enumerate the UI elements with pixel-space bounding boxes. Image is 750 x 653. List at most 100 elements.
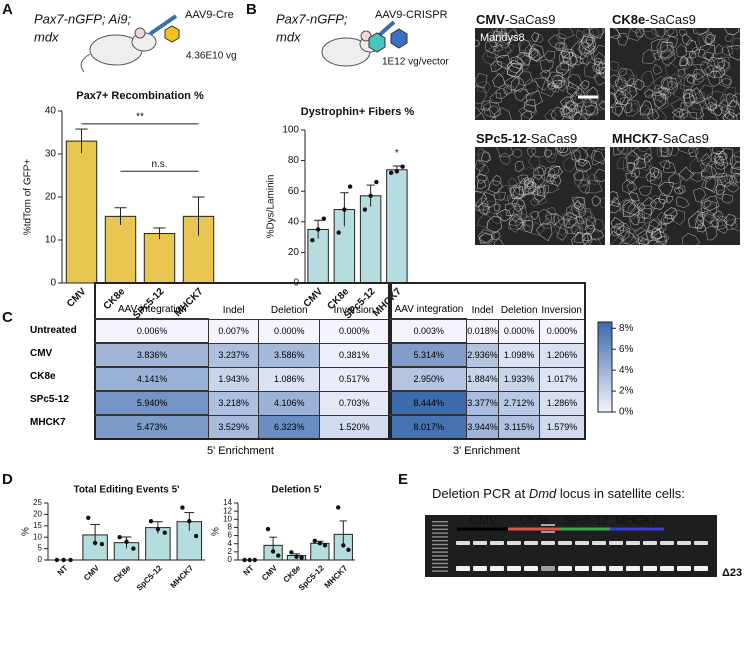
fiber-outline — [694, 28, 709, 35]
fiber-outline — [556, 226, 568, 241]
fiber-outline — [577, 40, 596, 58]
ladder-band — [432, 540, 448, 542]
heatmap-cell: 1.520% — [319, 414, 390, 440]
gel-band — [626, 566, 640, 571]
fiber-outline — [485, 200, 500, 214]
suffix: -SaCas9 — [527, 131, 578, 146]
x-tick-label: CK8e — [282, 563, 303, 584]
promoter: SPc5-12 — [476, 131, 527, 146]
fiber-outline — [486, 45, 500, 58]
fiber-outline — [523, 99, 537, 114]
significance-label: n.s. — [151, 159, 167, 170]
fiber-outline — [475, 190, 488, 208]
colorbar-tick-label: 6% — [619, 344, 634, 355]
fiber-outline — [641, 207, 653, 220]
fiber-outline — [617, 33, 629, 46]
heatmap-cell: 3.529% — [208, 414, 260, 440]
fiber-outline — [683, 61, 698, 77]
fiber-outline — [536, 185, 547, 196]
heatmap-cell: 1.943% — [208, 366, 260, 392]
fiber-outline — [493, 191, 506, 201]
promoter: CMV — [476, 12, 505, 27]
fiber-outline — [614, 76, 627, 90]
fiber-outline — [514, 218, 526, 231]
ladder-band — [432, 521, 448, 523]
fiber-outline — [585, 215, 597, 230]
fiber-outline — [559, 147, 569, 154]
fiber-outline — [625, 172, 637, 185]
data-point — [148, 519, 154, 524]
fiber-outline — [721, 44, 734, 57]
micrograph — [610, 147, 740, 245]
data-point — [247, 557, 252, 563]
fiber-outline — [715, 151, 727, 164]
fiber-outline — [651, 28, 667, 39]
fiber-outline — [679, 55, 690, 67]
fiber-outline — [727, 45, 740, 61]
data-point — [294, 554, 299, 559]
data-point — [394, 169, 400, 174]
fiber-outline — [638, 104, 651, 114]
gel-title: Deletion PCR at Dmd locus in satellite c… — [432, 486, 685, 501]
fiber-outline — [690, 171, 704, 182]
fiber-outline — [580, 109, 593, 120]
heatmap-row: 4.141% 1.943% 1.086% 0.517% — [94, 366, 390, 392]
fiber-outline — [610, 28, 620, 37]
y-tick-label: 10 — [45, 235, 57, 246]
fiber-outline — [511, 195, 525, 213]
fiber-outline — [665, 80, 678, 95]
promoter: MHCK7 — [612, 131, 658, 146]
fiber-outline — [523, 176, 535, 190]
chart-title: Dystrophin+ Fibers % — [301, 106, 415, 118]
fiber-outline — [661, 214, 673, 226]
data-point — [362, 207, 368, 212]
fiber-outline — [679, 108, 688, 119]
fiber-outline — [540, 69, 551, 79]
fiber-outline — [700, 170, 712, 183]
fiber-outline — [492, 72, 506, 88]
colorbar-tick-label: 8% — [619, 323, 634, 334]
fiber-outline — [717, 173, 728, 184]
fiber-outline — [553, 218, 570, 236]
fiber-outline — [610, 225, 621, 237]
fiber-outline — [565, 205, 581, 221]
mouse-genotype: mdx — [276, 29, 301, 44]
fiber-outline — [654, 28, 667, 38]
suffix: -SaCas9 — [505, 12, 556, 27]
data-point — [117, 535, 122, 540]
fiber-outline — [678, 28, 688, 37]
fiber-outline — [703, 199, 712, 209]
fiber-outline — [514, 160, 525, 172]
panel-letter: E — [398, 471, 408, 488]
fiber-outline — [699, 107, 718, 120]
fiber-outline — [701, 164, 718, 180]
fiber-outline — [701, 175, 717, 192]
fiber-outline — [520, 215, 534, 227]
fiber-outline — [475, 85, 487, 105]
fiber-outline — [626, 150, 640, 165]
heatmap-cell: 3.586% — [258, 342, 321, 368]
y-tick-label: 6 — [228, 531, 233, 540]
fiber-outline — [595, 61, 605, 75]
fiber-outline — [480, 100, 491, 111]
ladder-band — [432, 559, 448, 561]
fiber-outline — [561, 48, 571, 59]
fiber-outline — [586, 86, 600, 104]
fiber-outline — [522, 93, 532, 104]
fiber-outline — [666, 28, 678, 38]
fiber-outline — [627, 228, 638, 238]
gel-band — [643, 541, 657, 545]
x-tick-label: SpC5-12 — [297, 563, 326, 592]
fiber-outline — [721, 193, 733, 204]
fiber-outline — [673, 186, 684, 195]
y-axis-label: %Dys/Laminin — [266, 175, 277, 239]
row-header: Untreated — [30, 325, 77, 336]
fiber-outline — [654, 90, 665, 102]
fiber-outline — [641, 28, 653, 32]
data-point — [180, 505, 185, 510]
fiber-outline — [536, 222, 553, 242]
fiber-outline — [544, 180, 560, 194]
fiber-outline — [677, 68, 686, 78]
y-tick-label: 20 — [288, 247, 300, 258]
heatmap-cell: 6.323% — [258, 414, 321, 440]
